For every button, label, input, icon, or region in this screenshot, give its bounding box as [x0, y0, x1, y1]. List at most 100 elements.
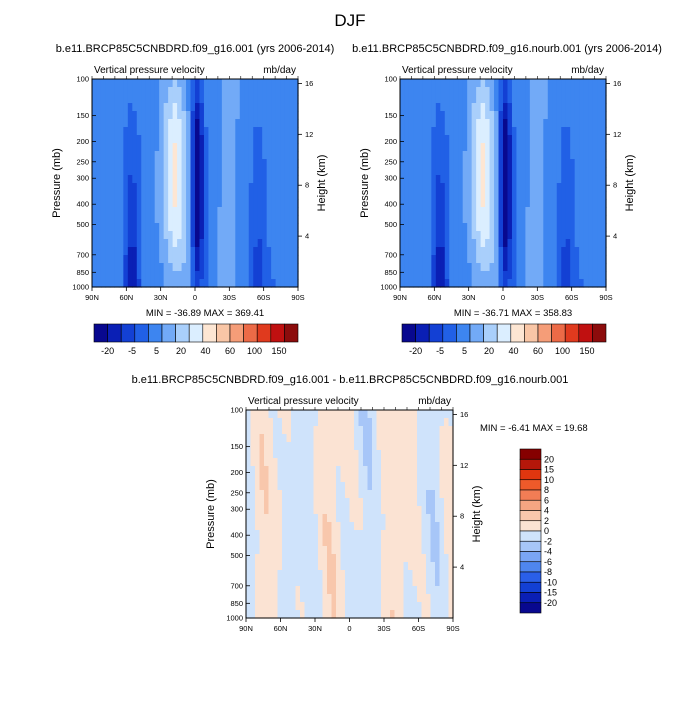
field-cell — [257, 223, 263, 232]
field-cell — [417, 474, 423, 483]
field-cell — [444, 119, 450, 128]
field-cell — [271, 135, 277, 144]
field-cell — [262, 87, 268, 96]
field-cell — [440, 247, 446, 256]
field-cell — [141, 223, 147, 232]
field-cell — [246, 410, 252, 419]
colorbar-label: 40 — [201, 346, 211, 356]
field-cell — [295, 482, 301, 491]
field-cell — [127, 271, 133, 280]
field-cell — [520, 215, 526, 224]
field-cell — [552, 103, 558, 112]
field-cell — [177, 263, 183, 272]
field-cell — [538, 183, 544, 192]
field-cell — [440, 175, 446, 184]
field-cell — [118, 119, 124, 128]
field-cell — [408, 602, 414, 611]
field-cell — [186, 199, 192, 208]
x-tick-label: 30S — [377, 624, 390, 633]
field-cell — [186, 167, 192, 176]
field-cell — [282, 418, 288, 427]
field-cell — [195, 247, 201, 256]
field-cell — [601, 239, 607, 248]
field-cell — [291, 474, 297, 483]
field-cell — [264, 482, 270, 491]
field-cell — [230, 199, 236, 208]
field-cell — [417, 546, 423, 555]
field-cell — [123, 95, 129, 104]
field-cell — [448, 474, 454, 483]
field-cell — [226, 231, 232, 240]
field-cell — [235, 199, 241, 208]
field-cell — [503, 207, 509, 216]
field-cell — [257, 159, 263, 168]
field-cell — [118, 151, 124, 160]
field-cell — [92, 79, 98, 88]
field-cell — [277, 546, 283, 555]
field-cell — [230, 119, 236, 128]
field-cell — [439, 434, 445, 443]
field-cell — [109, 119, 115, 128]
field-cell — [141, 79, 147, 88]
field-cell — [413, 103, 419, 112]
field-cell — [597, 79, 603, 88]
field-cell — [221, 111, 227, 120]
field-cell — [376, 410, 382, 419]
field-cell — [275, 151, 281, 160]
field-cell — [367, 426, 373, 435]
field-cell — [471, 135, 477, 144]
field-cell — [275, 79, 281, 88]
field-cell — [150, 279, 156, 288]
field-cell — [525, 127, 531, 136]
field-cell — [413, 279, 419, 288]
field-cell — [458, 119, 464, 128]
field-cell — [413, 183, 419, 192]
field-cell — [561, 103, 567, 112]
field-cell — [286, 474, 292, 483]
field-cell — [123, 79, 129, 88]
field-cell — [462, 135, 468, 144]
field-cell — [431, 279, 437, 288]
field-cell — [336, 410, 342, 419]
units-label: mb/day — [418, 396, 451, 407]
field-cell — [289, 95, 295, 104]
units-label: mb/day — [571, 65, 604, 76]
field-cell — [489, 127, 495, 136]
field-cell — [259, 594, 265, 603]
field-cell — [552, 151, 558, 160]
field-cell — [421, 546, 427, 555]
field-cell — [503, 183, 509, 192]
field-cell — [96, 127, 102, 136]
field-cell — [264, 450, 270, 459]
field-cell — [520, 143, 526, 152]
colorbar-swatch — [175, 323, 190, 343]
field-cell — [592, 199, 598, 208]
field-cell — [367, 562, 373, 571]
field-cell — [239, 191, 245, 200]
field-cell — [136, 95, 142, 104]
field-cell — [291, 530, 297, 539]
field-cell — [440, 199, 446, 208]
field-cell — [404, 159, 410, 168]
field-cell — [516, 111, 522, 120]
field-cell — [195, 231, 201, 240]
field-cell — [358, 458, 364, 467]
field-cell — [588, 183, 594, 192]
field-cell — [118, 87, 124, 96]
field-cell — [177, 199, 183, 208]
field-cell — [458, 143, 464, 152]
field-cell — [127, 231, 133, 240]
field-cell — [422, 143, 428, 152]
field-cell — [105, 263, 111, 272]
field-cell — [300, 546, 306, 555]
field-cell — [262, 159, 268, 168]
field-cell — [498, 159, 504, 168]
field-cell — [561, 127, 567, 136]
field-cell — [471, 255, 477, 264]
field-cell — [453, 95, 459, 104]
field-cell — [195, 103, 201, 112]
field-cell — [264, 434, 270, 443]
field-cell — [403, 538, 409, 547]
field-cell — [597, 215, 603, 224]
field-cell — [507, 207, 513, 216]
